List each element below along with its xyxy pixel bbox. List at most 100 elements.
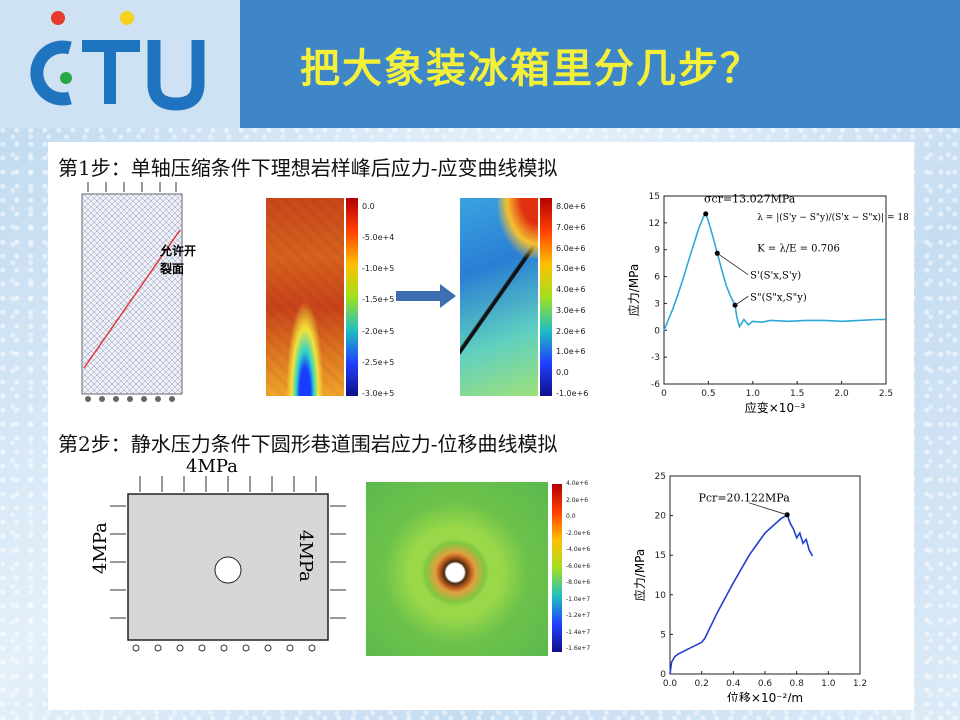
peak-label: σcr=13.027MPa [704,192,796,205]
colorbar-c-label: -8.0e+6 [566,579,591,586]
colorbar-a-label: -3.0e+5 [362,388,395,398]
x-axis-label: 位移×10⁻²/m [727,690,803,702]
y-axis-label: 应力/MPa [626,264,641,316]
colorbar-b-label: 8.0e+6 [556,202,586,211]
series-line [669,513,814,675]
colorbar-b-label: 6.0e+6 [556,243,586,253]
peak-point [703,211,709,217]
x-tick-label: 1.0 [821,679,836,689]
colorbar-b-label: 2.0e+6 [556,326,586,336]
left-load-arrows [110,505,126,619]
colorbar-a-label: -1.0e+5 [362,264,395,274]
colorbar-c-label: 0.0 [566,513,576,520]
slide-title: 把大象装冰箱里分几步？ [300,46,762,92]
y-tick-label: 9 [654,246,660,256]
stress-contour-step2 [366,482,548,656]
colorbar-b-label: 3.0e+6 [556,305,586,315]
colorbar-a-label: -2.5e+5 [362,357,395,367]
x-tick-label: 1.5 [790,389,804,399]
stress-contour-step1-a [266,198,344,396]
slide-header: 把大象装冰箱里分几步？ [0,0,960,128]
plot-frame [663,195,887,385]
y-tick-label: 0 [654,326,660,336]
point-s2-leader [734,295,749,306]
logo-panel [0,0,240,128]
x-axis-label: 应变×10⁻³ [745,400,806,415]
colorbar-a [346,198,358,396]
bottom-supports [132,644,316,652]
x-tick-label: 0.4 [726,679,741,689]
series-line [663,212,886,331]
right-arrow-icon [396,284,456,308]
load-arrows [87,182,177,192]
colorbar-c-label: -6.0e+6 [566,562,591,570]
x-tick-label: 0 [661,389,667,399]
x-tick-label: 1.2 [853,679,867,689]
colorbar-b-label: 0.0 [556,368,569,378]
crack-label-line2: 裂面 [160,262,185,276]
y-tick-label: -3 [651,353,660,363]
y-axis-label: 应力/MPa [632,549,647,601]
y-tick-label: 15 [655,551,666,561]
load-label-right: 4MPa [295,530,316,582]
point-s1-leader [717,252,749,276]
y-tick-label: 5 [660,630,666,640]
tunnel-hole [214,556,242,584]
colorbar-c-label: -1.0e+7 [566,595,591,603]
colorbar-c-label: -1.4e+7 [566,628,591,636]
colorbar-c [552,484,562,652]
colorbar-c-label: -2.0e+6 [566,529,591,537]
point-s2 [732,302,738,308]
step1-heading: 第1步：单轴压缩条件下理想岩样峰后应力-应变曲线模拟 [58,156,558,180]
x-tick-label: 0.8 [790,679,805,689]
load-label-left: 4MPa [90,522,111,574]
crack-label-line1: 允许开 [160,244,197,258]
specimen-mesh-diagram [81,182,183,402]
y-tick-label: 3 [654,299,660,309]
y-tick-label: 15 [649,192,660,202]
peak-point [784,512,790,518]
x-tick-label: 1.0 [746,389,761,399]
lambda-label: λ = |(S'y − S"y)/(S'x − S"x)| = 18.769GP… [757,212,908,223]
load-label-top: 4MPa [186,456,238,477]
colorbar-a-label: -5.0e+4 [362,233,395,243]
right-load-arrows [330,505,346,619]
colorbar-a-label: -1.5e+5 [362,295,395,305]
x-tick-label: 0.5 [701,389,715,399]
point-s1-label: S'(S'x,S'y) [750,270,801,281]
y-tick-label: 0 [660,670,666,680]
y-tick-label: 12 [649,219,660,229]
colorbar-a-label: 0.0 [362,202,375,211]
k-label: K = λ/E = 0.706 [757,244,840,255]
crack-plane-line [83,229,181,369]
x-tick-label: 0.0 [663,679,678,689]
colorbar-b-label: 5.0e+6 [556,264,586,274]
colorbar-b-label: 4.0e+6 [556,285,586,295]
peak-label: Pcr=20.122MPa [699,491,791,504]
peak-leader [749,502,788,516]
content-panel: 第1步：单轴压缩条件下理想岩样峰后应力-应变曲线模拟 允许开 裂面 [48,142,914,710]
x-tick-label: 0.2 [695,679,709,689]
stress-displacement-chart: 0.0 0.2 0.4 0.6 0.8 1.0 1.2 25 20 15 10 5 0 位移×10⁻²/m… [632,472,867,702]
stress-contour-step1-b [460,198,538,396]
x-tick-label: 2.5 [879,389,893,399]
colorbar-b [540,198,552,396]
y-tick-label: 25 [655,472,666,482]
ctu-logo-icon [30,11,205,111]
stress-strain-chart: 0 0.5 1.0 1.5 2.0 2.5 15 12 9 6 3 0 -3 -6 应变×10⁻³ 应力/MP… [626,192,908,415]
x-tick-label: 0.6 [758,679,773,689]
y-tick-label: 10 [655,591,667,601]
y-tick-label: 6 [654,273,660,283]
point-s2-label: S"(S"x,S"y) [750,293,807,304]
x-tick-label: 2.0 [834,389,849,399]
top-load-arrows [139,476,317,492]
colorbar-b-label: -1.0e+6 [556,388,589,398]
y-tick-label: -6 [651,380,660,390]
colorbar-c-label: 2.0e+6 [566,496,589,504]
step2-heading: 第2步：静水压力条件下圆形巷道围岩应力-位移曲线模拟 [58,432,558,456]
colorbar-b-label: 7.0e+6 [556,222,586,232]
colorbar-c-label: 4.0e+6 [566,480,589,487]
colorbar-b-label: 1.0e+6 [556,347,586,357]
colorbar-a-label: -2.0e+5 [362,326,395,336]
colorbar-c-label: -1.2e+7 [566,612,591,619]
